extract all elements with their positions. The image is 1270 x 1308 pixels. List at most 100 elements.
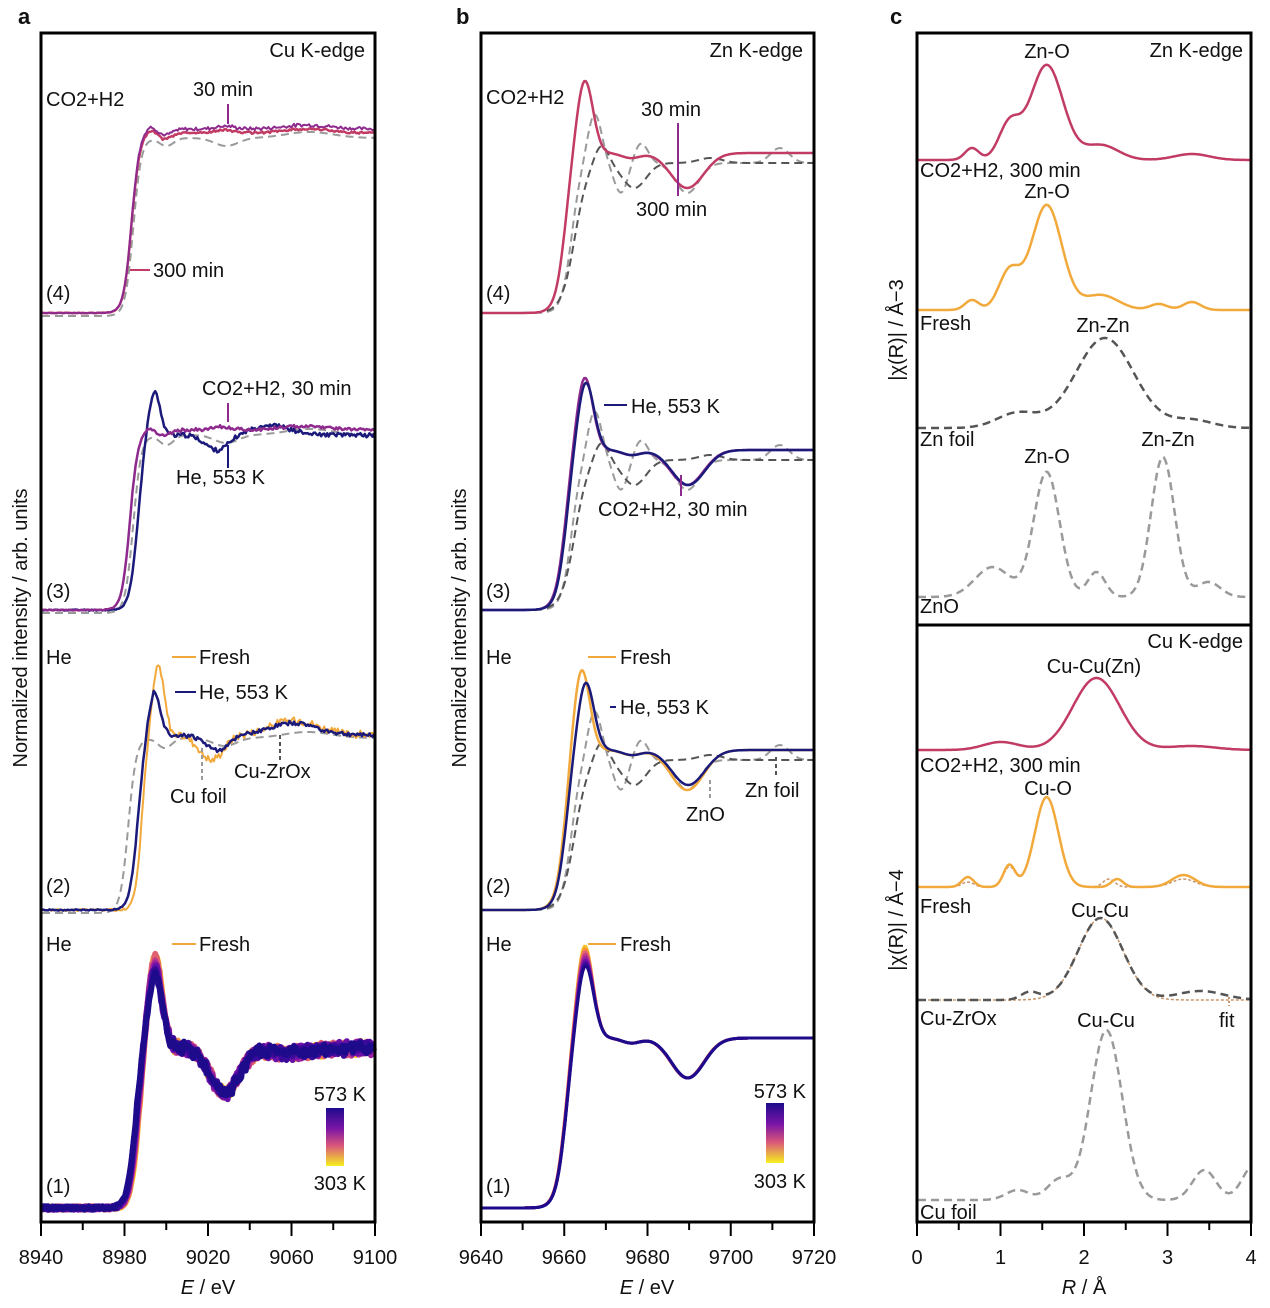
xtick-label: 2 — [1078, 1247, 1089, 1269]
a1-fresh-label: Fresh — [199, 934, 250, 956]
b2-he553-curve — [482, 681, 813, 912]
a4-co2-300min-curve — [41, 127, 374, 315]
c-zn-fresh-peak-label: Zn-O — [1024, 181, 1070, 203]
a4-condition: CO2+H2 — [46, 89, 124, 111]
b2-znfoil-label: Zn foil — [745, 780, 799, 802]
b1-temperature-curve — [482, 950, 813, 1210]
c-zno-peak2-label: Zn-Zn — [1141, 429, 1194, 451]
xtick-label: 9100 — [353, 1247, 398, 1269]
a2-cuzrox-label: Cu-ZrOx — [234, 761, 311, 783]
c-cuzrox-curve — [918, 916, 1251, 1002]
panel-a-xticklabels: 8940 8980 9020 9060 9100 — [19, 1247, 398, 1269]
c-zn-fresh-curve — [918, 203, 1250, 312]
b2-znfoil-curve — [482, 742, 813, 911]
a3-he553-curve — [41, 389, 376, 612]
a3-cufoil-curve — [42, 428, 375, 614]
c-znfoil-label: Zn foil — [920, 429, 974, 451]
b2-condition: He — [486, 647, 512, 669]
b1-colorbar-max: 573 K — [754, 1081, 807, 1103]
c-zn-co2-peak-label: Zn-O — [1024, 41, 1070, 63]
b1-temperature-curve — [482, 944, 813, 1210]
b3-he-label: He, 553 K — [631, 396, 721, 418]
a2-condition: He — [46, 647, 72, 669]
b3-znfoil-curve — [482, 442, 813, 611]
panel-b-edge-label: Zn K-edge — [710, 40, 803, 62]
panel-c-ylabel-bottom: |χ(R)| / Å−4 — [885, 869, 908, 970]
xtick-label: 9060 — [269, 1247, 314, 1269]
b2-he-label: He, 553 K — [620, 697, 710, 719]
xtick-label: 9640 — [459, 1247, 504, 1269]
c-zno-peak1-label: Zn-O — [1024, 446, 1070, 468]
xtick-label: 8940 — [19, 1247, 64, 1269]
b2-zno-curve — [482, 710, 814, 911]
c-zno-curve — [917, 456, 1250, 599]
panel-letter-a: a — [18, 4, 31, 29]
c-zn-co2-label: CO2+H2, 300 min — [920, 160, 1081, 182]
b4-30min-label: 30 min — [641, 99, 701, 121]
panel-b-xticklabels: 9640 9660 9680 9700 9720 — [459, 1247, 837, 1269]
c-cu-fresh-fit-curve — [918, 796, 1250, 888]
leader-lines — [130, 104, 1230, 1006]
a2-cufoil-label: Cu foil — [170, 786, 227, 808]
c-zn-fresh-label: Fresh — [920, 313, 971, 335]
b4-znfoil-curve — [482, 145, 813, 314]
b4-co2-300min-curve — [482, 79, 813, 315]
panel-a-edge-label: Cu K-edge — [269, 40, 365, 62]
c-cu-co2-label: CO2+H2, 300 min — [920, 755, 1081, 777]
panel-c-cu-edge-label: Cu K-edge — [1147, 631, 1243, 653]
panel-letter-b: b — [456, 4, 469, 29]
a3-co2-label: CO2+H2, 30 min — [202, 378, 352, 400]
c-znfoil-curve — [918, 336, 1251, 430]
a2-he553-curve — [41, 689, 376, 912]
a3-he-label: He, 553 K — [176, 467, 266, 489]
xtick-label: 0 — [911, 1247, 922, 1269]
b1-condition: He — [486, 934, 512, 956]
panel-c-frame — [915, 31, 1253, 1224]
a1-colorbar — [326, 1108, 344, 1166]
a4-30min-label: 30 min — [193, 79, 253, 101]
a4-300min-label: 300 min — [153, 260, 224, 282]
b3-stack-number: (3) — [486, 581, 510, 603]
b1-temperature-curve — [482, 947, 813, 1210]
c-cufoil-peak-label: Cu-Cu — [1077, 1010, 1135, 1032]
curves-layer — [39, 63, 1251, 1213]
b4-stack-number: (4) — [486, 283, 510, 305]
c-znfoil-peak-label: Zn-Zn — [1076, 315, 1129, 337]
xtick-label: 8980 — [102, 1247, 147, 1269]
xtick-label: 9680 — [625, 1247, 670, 1269]
a3-stack-number: (3) — [46, 581, 70, 603]
xtick-label: 4 — [1245, 1247, 1256, 1269]
b2-fresh-label: Fresh — [620, 647, 671, 669]
c-cu-fresh-curve — [918, 795, 1250, 889]
c-cufoil-label: Cu foil — [920, 1202, 977, 1224]
a3-co2-30min-curve — [41, 423, 375, 612]
a4-cufoil-curve — [42, 131, 375, 317]
c-zn-co2-300min-curve — [918, 63, 1250, 162]
a4-stack-number: (4) — [46, 283, 70, 305]
b2-zno-label: ZnO — [686, 804, 725, 826]
a1-stack-number: (1) — [46, 1176, 70, 1198]
a1-colorbar-min: 303 K — [314, 1173, 367, 1195]
panel-b-xlabel: E / eV — [620, 1277, 675, 1299]
b4-condition: CO2+H2 — [486, 87, 564, 109]
c-cuzrox-fit-curve — [918, 917, 1250, 1001]
xtick-label: 3 — [1162, 1247, 1173, 1269]
c-cuzrox-peak-label: Cu-Cu — [1071, 900, 1129, 922]
panel-letter-c: c — [890, 4, 902, 29]
a2-stack-number: (2) — [46, 876, 70, 898]
b1-temperature-curve — [482, 964, 813, 1210]
a2-fresh-label: Fresh — [199, 647, 250, 669]
a1-colorbar-max: 573 K — [314, 1084, 367, 1106]
b1-fresh-label: Fresh — [620, 934, 671, 956]
xtick-label: 9020 — [186, 1247, 231, 1269]
panel-c-ylabel-top: |χ(R)| / Å−3 — [885, 279, 908, 380]
xtick-label: 9660 — [542, 1247, 587, 1269]
c-cu-co2-peak-label: Cu-Cu(Zn) — [1047, 656, 1141, 678]
b2-stack-number: (2) — [486, 876, 510, 898]
c-fit-label: fit — [1219, 1010, 1235, 1032]
b3-co2-label: CO2+H2, 30 min — [598, 499, 748, 521]
xtick-label: 1 — [995, 1247, 1006, 1269]
b1-stack-number: (1) — [486, 1176, 510, 1198]
panel-c-xlabel: R / Å — [1062, 1276, 1107, 1299]
